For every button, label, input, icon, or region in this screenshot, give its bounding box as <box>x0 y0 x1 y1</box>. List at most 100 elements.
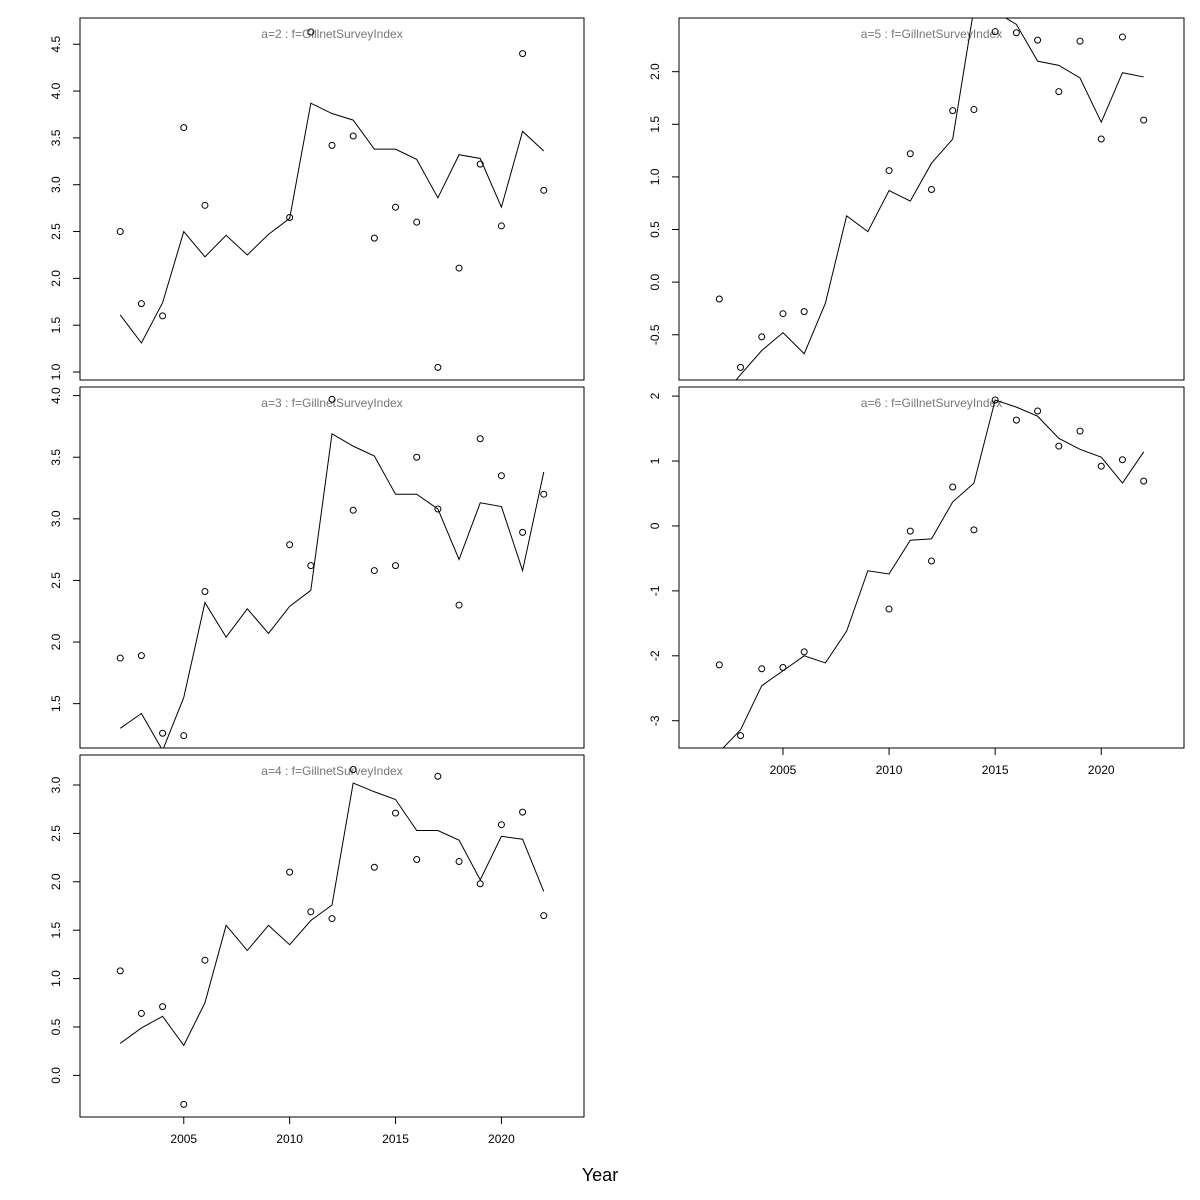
observed-point <box>307 28 315 36</box>
observed-point <box>1034 407 1042 415</box>
observed-point <box>349 766 357 774</box>
x-axis-label: Year <box>582 1165 618 1185</box>
y-tick-label: 1.0 <box>648 168 662 185</box>
x-tick-label: 2015 <box>382 1132 409 1146</box>
observed-point <box>159 312 167 320</box>
observed-point <box>159 1003 167 1011</box>
observed-point <box>328 915 336 923</box>
x-tick-label: 2020 <box>488 1132 515 1146</box>
observed-point <box>137 1009 145 1017</box>
y-tick-label: 2.5 <box>49 223 63 240</box>
x-tick-label: 2010 <box>876 763 903 777</box>
observed-point <box>949 483 957 491</box>
observed-point <box>1118 33 1126 41</box>
panel-frame <box>678 386 1185 749</box>
y-tick-label: -1 <box>648 585 662 596</box>
y-tick-label: 2.0 <box>49 633 63 650</box>
observed-point <box>116 654 124 662</box>
y-tick-label: 1.0 <box>49 970 63 987</box>
y-tick-label: 2 <box>648 392 662 399</box>
panel-title: a=5 : f=GillnetSurveyIndex <box>861 27 1002 41</box>
observed-point <box>928 557 935 565</box>
observed-point <box>201 588 209 596</box>
observed-point <box>370 234 378 242</box>
observed-point <box>413 856 421 864</box>
fitted-line <box>119 433 545 748</box>
observed-point <box>949 107 957 115</box>
y-tick-label: 1.5 <box>49 317 63 334</box>
observed-point <box>519 50 527 58</box>
observed-point <box>1012 29 1020 37</box>
y-tick-label: 2.0 <box>648 63 662 80</box>
y-tick-label: 2.5 <box>49 825 63 842</box>
observed-point <box>715 661 723 669</box>
observed-point <box>434 363 442 371</box>
observed-point <box>349 132 357 140</box>
fitted-line <box>735 18 1144 380</box>
observed-point <box>286 541 294 549</box>
plot-area <box>116 395 548 748</box>
observed-point <box>370 567 378 575</box>
observed-point <box>392 203 400 211</box>
x-tick-label: 2015 <box>982 763 1009 777</box>
x-tick-label: 2005 <box>770 763 797 777</box>
y-tick-label: 0.0 <box>648 273 662 290</box>
observed-point <box>1140 116 1148 124</box>
y-tick-label: 0.5 <box>49 1018 63 1035</box>
observed-point <box>758 333 766 341</box>
observed-point <box>159 729 167 737</box>
observed-point <box>476 880 484 888</box>
observed-point <box>519 808 527 816</box>
observed-point <box>116 967 124 975</box>
y-tick-label: 1.5 <box>648 116 662 133</box>
observed-point <box>1097 462 1105 470</box>
panel-frame <box>79 754 585 1118</box>
observed-point <box>758 665 766 673</box>
y-tick-label: 3.5 <box>49 129 63 146</box>
observed-point <box>455 264 463 272</box>
y-tick-label: 3.0 <box>49 510 63 527</box>
observed-point <box>328 141 336 149</box>
observed-point <box>286 868 294 876</box>
x-tick-label: 2020 <box>1088 763 1115 777</box>
observed-point <box>928 186 935 194</box>
observed-point <box>434 505 442 513</box>
observed-point <box>434 772 442 780</box>
observed-point <box>137 300 145 308</box>
panel-frame <box>79 17 585 381</box>
observed-point <box>137 652 145 660</box>
observed-point <box>497 222 505 230</box>
observed-point <box>779 310 787 318</box>
observed-point <box>991 396 999 404</box>
observed-point <box>970 526 978 534</box>
observed-point <box>519 528 527 536</box>
observed-point <box>1055 88 1063 96</box>
panel-title: a=4 : f=GillnetSurveyIndex <box>261 764 402 778</box>
observed-point <box>737 363 745 371</box>
fitted-line <box>119 782 545 1047</box>
y-tick-label: 4.5 <box>49 36 63 53</box>
y-tick-label: 4.0 <box>49 387 63 404</box>
x-tick-label: 2005 <box>170 1132 197 1146</box>
observed-point <box>286 213 294 221</box>
observed-point <box>370 863 378 871</box>
y-tick-label: 0.0 <box>49 1067 63 1084</box>
y-tick-label: -2 <box>648 650 662 661</box>
observed-point <box>497 472 505 480</box>
y-tick-label: 1.5 <box>49 922 63 939</box>
y-tick-label: 2.0 <box>49 873 63 890</box>
y-tick-label: 3.0 <box>49 176 63 193</box>
observed-point <box>392 562 400 570</box>
observed-point <box>885 605 893 613</box>
observed-point <box>180 124 188 132</box>
observed-point <box>737 732 745 740</box>
y-tick-label: 1.0 <box>49 363 63 380</box>
y-tick-label: 1 <box>648 457 662 464</box>
y-tick-label: 2.0 <box>49 270 63 287</box>
observed-point <box>1034 36 1042 44</box>
observed-point <box>307 562 315 570</box>
observed-point <box>180 732 188 740</box>
observed-point <box>328 395 336 403</box>
observed-point <box>1055 442 1063 450</box>
observed-point <box>540 490 548 498</box>
